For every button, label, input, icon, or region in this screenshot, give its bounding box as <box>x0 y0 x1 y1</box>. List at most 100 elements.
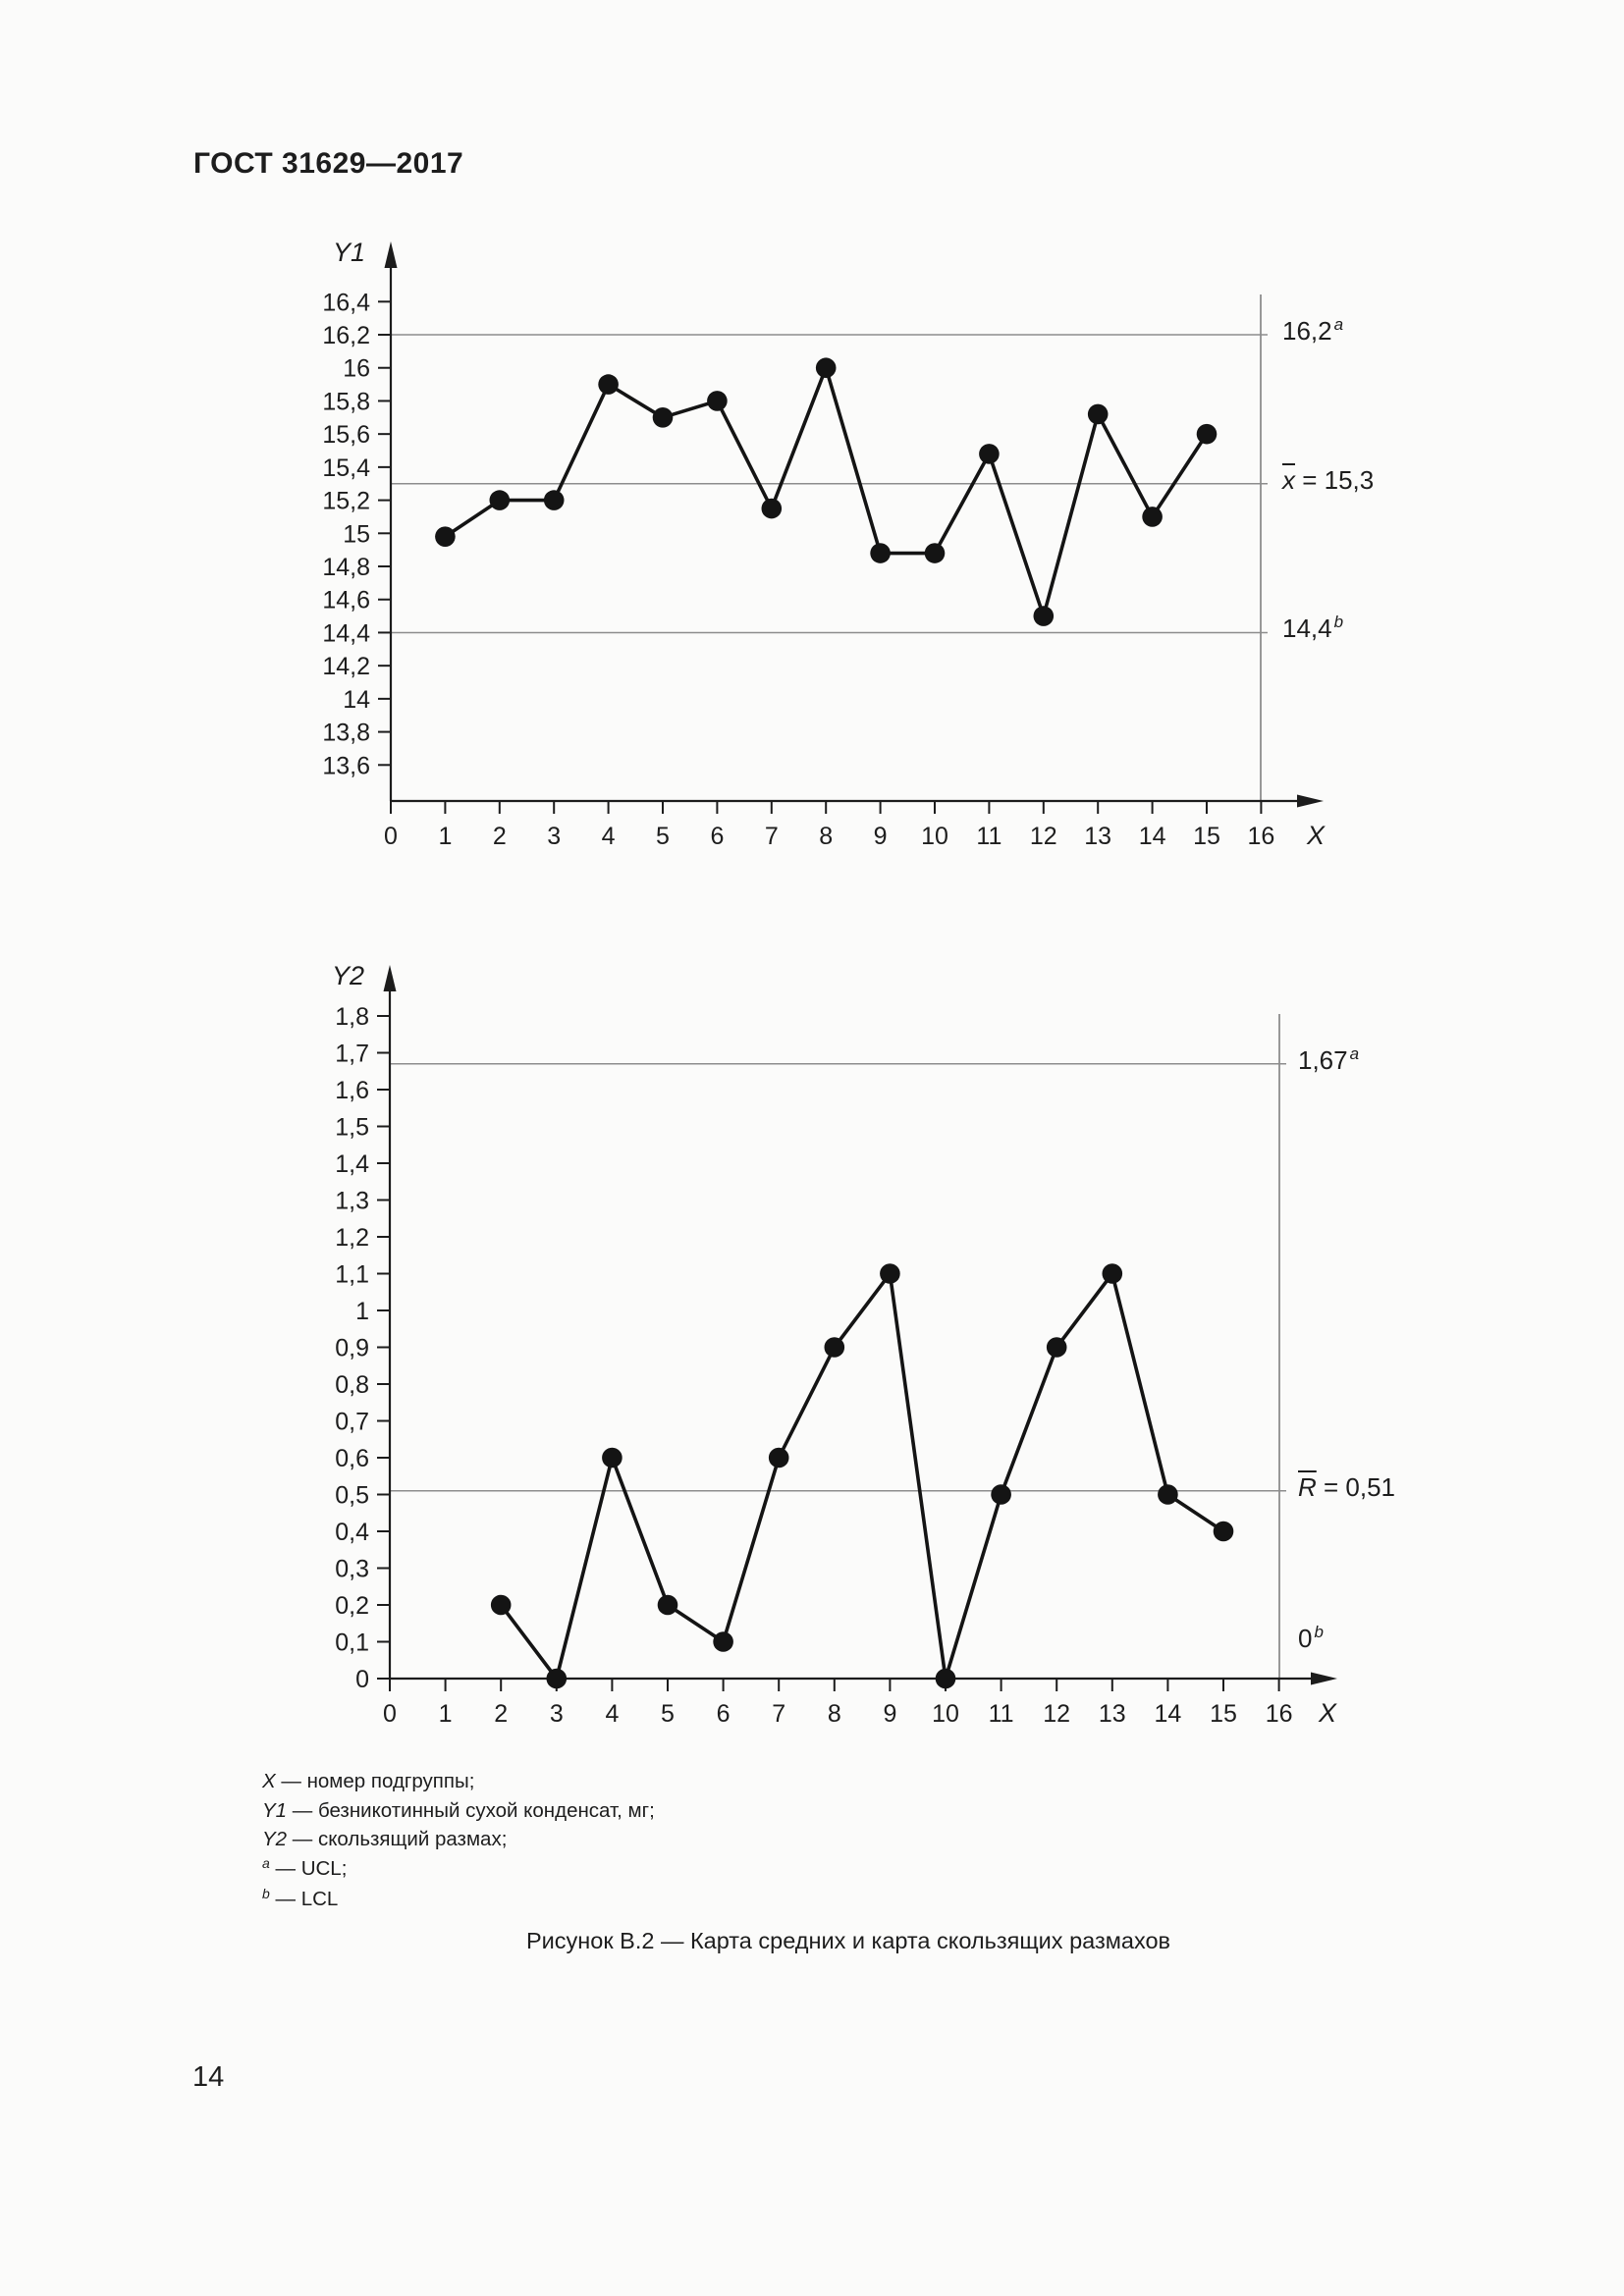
x-tick-label: 8 <box>828 1700 841 1728</box>
x-axis-title: X <box>1318 1698 1337 1728</box>
y-tick-label: 0,2 <box>335 1592 369 1620</box>
x-tick-label: 16 <box>1247 823 1274 850</box>
data-point <box>490 1594 512 1616</box>
data-line <box>499 1271 1225 1681</box>
superscript-note-mark: b <box>1333 613 1344 632</box>
data-point <box>870 543 891 563</box>
x-tick-label: 14 <box>1154 1700 1181 1728</box>
y-tick-label: 14,8 <box>322 554 370 581</box>
x-tick-label: 0 <box>383 1700 397 1728</box>
superscript-note-mark: a <box>1349 1043 1360 1063</box>
x-tick-label: 10 <box>932 1700 959 1728</box>
data-point <box>824 1337 845 1358</box>
data-point <box>435 526 456 547</box>
data-point <box>652 407 674 428</box>
legend-item: Y2 — скользящий размах; <box>262 1828 508 1850</box>
y-tick-label: 15,8 <box>322 388 370 415</box>
y-axis-arrow <box>383 965 397 991</box>
x-axis-arrow <box>1297 794 1324 808</box>
legend-symbol: b <box>262 1886 270 1901</box>
data-point <box>1102 1263 1123 1284</box>
control-limit-label: 16,2 a <box>1282 315 1344 347</box>
x-tick-label: 2 <box>494 1700 508 1728</box>
y-tick-label: 0,8 <box>335 1371 369 1399</box>
data-point <box>1087 403 1109 425</box>
x-tick-label: 12 <box>1030 823 1057 850</box>
y-axis-title: Y1 <box>333 238 365 267</box>
figure-legend: X — номер подгруппы; Y1 — безникотинный с… <box>262 1767 655 1916</box>
moving-range-chart: 1,8 1,7 1,6 1,5 1,4 1,3 1,2 1,1 1 0,9 0,8 0,7 0,6 0,5… <box>332 961 1337 1728</box>
x-tick-label: 4 <box>605 1700 619 1728</box>
y-tick-label: 0,1 <box>335 1629 369 1657</box>
x-tick-label: 7 <box>772 1700 785 1728</box>
y-tick-label: 1 <box>355 1298 369 1325</box>
y-tick-label: 1,7 <box>335 1041 369 1068</box>
y-tick-label: 0,5 <box>335 1482 369 1510</box>
data-point <box>991 1484 1011 1505</box>
page-number: 14 <box>192 2061 225 2093</box>
overline-symbol: R <box>1298 1471 1317 1502</box>
data-point <box>1033 606 1055 626</box>
overline-symbol: x <box>1282 464 1295 495</box>
y-tick-label: 1,5 <box>335 1114 369 1142</box>
y-tick-label: 0,3 <box>335 1556 369 1583</box>
x-tick-label: 8 <box>819 823 833 850</box>
x-tick-label: 15 <box>1193 823 1220 850</box>
x-tick-label: 12 <box>1043 1700 1070 1728</box>
y-tick-label: 1,8 <box>335 1003 369 1031</box>
x-tick-label: 13 <box>1099 1700 1126 1728</box>
y-tick-label: 16,4 <box>322 289 370 316</box>
legend-item: X — номер подгруппы; <box>262 1770 475 1792</box>
data-point <box>657 1594 678 1616</box>
y-tick-label: 1,4 <box>335 1150 369 1178</box>
y-tick-label: 15,4 <box>322 454 370 482</box>
x-tick-label: 2 <box>493 823 507 850</box>
x-tick-label: 15 <box>1210 1700 1237 1728</box>
x-tick-label: 1 <box>438 823 452 850</box>
data-point <box>935 1668 956 1689</box>
y-tick-label: 15 <box>343 520 370 548</box>
control-limit-label: x = 15,3 <box>1282 464 1375 495</box>
y-tick-label: 15,2 <box>322 488 370 515</box>
x-tick-label: 0 <box>384 823 398 850</box>
x-tick-label: 16 <box>1266 1700 1293 1728</box>
data-point <box>1196 423 1218 445</box>
y-tick-label: 14,2 <box>322 653 370 680</box>
y-tick-label: 14,4 <box>322 619 370 647</box>
x-tick-label: 9 <box>874 823 888 850</box>
y-tick-label: 16,2 <box>322 322 370 349</box>
superscript-note-mark: b <box>1314 1622 1324 1641</box>
x-tick-label: 3 <box>550 1700 564 1728</box>
y-axis-arrow <box>384 241 398 268</box>
y-tick-label: 0 <box>355 1666 369 1693</box>
x-tick-label: 4 <box>602 823 616 850</box>
data-point <box>1142 507 1163 527</box>
data-point <box>880 1263 900 1284</box>
y-tick-label: 16 <box>343 355 370 383</box>
y-tick-label: 0,4 <box>335 1519 369 1546</box>
legend-item: Y1 — безникотинный сухой конденсат, мг; <box>262 1798 655 1822</box>
x-tick-label: 6 <box>710 823 724 850</box>
x-tick-label: 5 <box>661 1700 675 1728</box>
superscript-note-mark: a <box>1333 315 1344 335</box>
y-tick-label: 0,7 <box>335 1409 369 1436</box>
data-point <box>815 357 837 379</box>
y-tick-label: 14,6 <box>322 587 370 614</box>
legend-symbol: Y2 <box>262 1828 288 1850</box>
data-point <box>979 444 1000 464</box>
data-point <box>546 1668 568 1689</box>
y-tick-label: 0,6 <box>335 1445 369 1472</box>
figure-caption: Рисунок В.2 — Карта средних и карта скол… <box>525 1928 1171 1953</box>
data-point <box>598 374 619 395</box>
y-tick-label: 14 <box>343 686 370 714</box>
data-point <box>1046 1337 1067 1358</box>
data-point <box>543 490 565 510</box>
data-point <box>602 1447 623 1468</box>
x-tick-label: 3 <box>547 823 561 850</box>
control-limit-label: 1,67 a <box>1298 1043 1360 1075</box>
legend-item: a — UCL; <box>262 1854 348 1880</box>
data-point <box>489 490 511 510</box>
x-tick-label: 11 <box>976 823 1001 850</box>
x-axis-title: X <box>1306 821 1326 850</box>
